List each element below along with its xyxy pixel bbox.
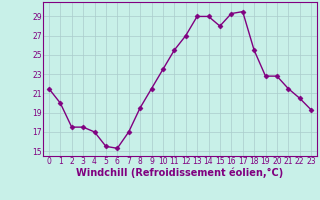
X-axis label: Windchill (Refroidissement éolien,°C): Windchill (Refroidissement éolien,°C) xyxy=(76,168,284,178)
